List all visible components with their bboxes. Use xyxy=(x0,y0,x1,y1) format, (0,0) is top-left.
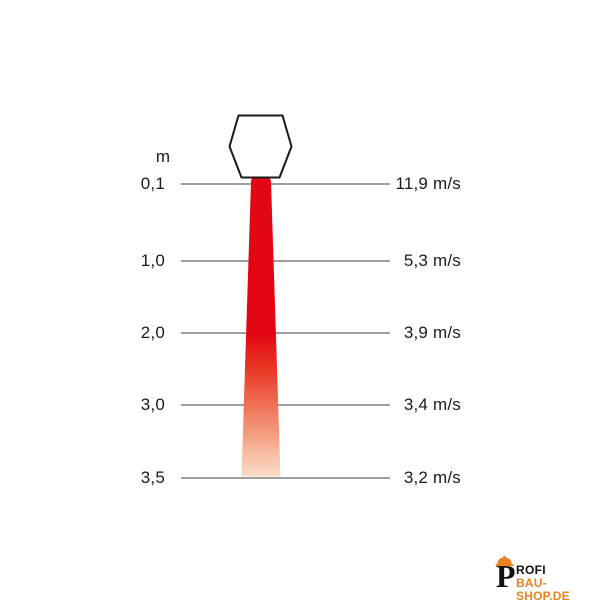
logo-text-rofi: ROFI xyxy=(516,563,546,577)
logo-letter-p: P xyxy=(495,555,516,592)
velocity-label-5-3: 5,3 m/s xyxy=(403,251,461,270)
hard-hat-icon xyxy=(495,555,514,567)
distance-label-1-0: 1,0 xyxy=(140,251,165,270)
distance-label-0-1: 0,1 xyxy=(140,174,165,193)
grid-line-2-0m xyxy=(181,332,390,334)
logo-text-bau-shop: BAU-SHOP.DE xyxy=(516,576,570,600)
distance-label-3-0: 3,0 xyxy=(140,395,165,414)
velocity-label-11-9: 11,9 m/s xyxy=(395,174,461,193)
left-axis-unit-label: m xyxy=(155,147,170,166)
distance-label-2-0: 2,0 xyxy=(140,323,165,342)
grid-line-3-5m xyxy=(181,477,390,479)
logo-wordmark: ROFI BAU-SHOP.DE xyxy=(516,564,594,600)
air-jet-beam xyxy=(241,177,281,477)
grid-line-0-1m xyxy=(181,183,390,185)
profi-bau-shop-logo: P ROFI BAU-SHOP.DE xyxy=(495,555,594,600)
distance-label-3-5: 3,5 xyxy=(140,468,165,487)
velocity-label-3-2: 3,2 m/s xyxy=(403,468,461,487)
grid-line-1-0m xyxy=(181,260,390,262)
velocity-label-3-9: 3,9 m/s xyxy=(403,323,461,342)
grid-line-3-0m xyxy=(181,404,390,406)
velocity-label-3-4: 3,4 m/s xyxy=(403,395,461,414)
heater-unit-hexagon xyxy=(228,114,293,179)
